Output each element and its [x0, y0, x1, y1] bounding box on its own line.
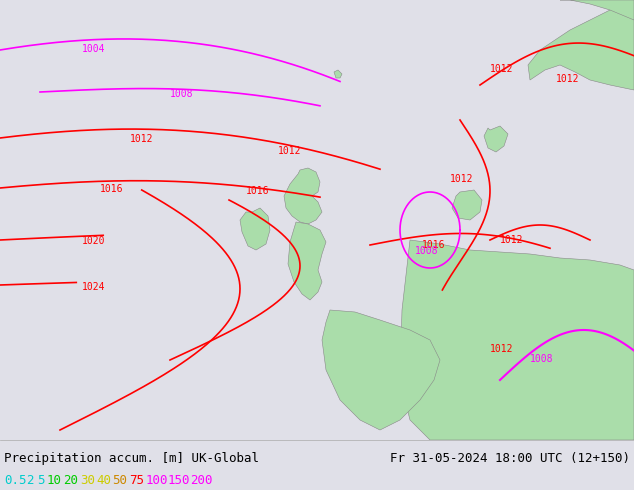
Text: 1008: 1008 [415, 246, 439, 256]
Text: 1012: 1012 [500, 235, 524, 245]
Text: 1012: 1012 [130, 134, 153, 144]
Text: 1012: 1012 [490, 64, 514, 74]
Text: 1012: 1012 [278, 146, 302, 156]
Text: 1024: 1024 [82, 282, 105, 292]
Text: 20: 20 [63, 474, 79, 487]
Text: 200: 200 [191, 474, 213, 487]
Text: 0.5: 0.5 [4, 474, 27, 487]
Text: 150: 150 [168, 474, 190, 487]
Text: 50: 50 [113, 474, 127, 487]
Polygon shape [334, 70, 342, 78]
Text: 1016: 1016 [246, 186, 269, 196]
Text: 1012: 1012 [450, 174, 474, 184]
Polygon shape [288, 222, 326, 300]
Text: 1008: 1008 [170, 89, 193, 99]
Text: 5: 5 [37, 474, 44, 487]
Polygon shape [452, 190, 482, 220]
Text: 1016: 1016 [422, 240, 446, 250]
Text: 1012: 1012 [490, 344, 514, 354]
Text: 1008: 1008 [530, 354, 553, 364]
Polygon shape [528, 0, 634, 90]
Text: 40: 40 [96, 474, 111, 487]
Text: 100: 100 [145, 474, 168, 487]
Text: 75: 75 [129, 474, 144, 487]
Text: 30: 30 [80, 474, 95, 487]
Polygon shape [560, 0, 634, 20]
Polygon shape [240, 208, 270, 250]
Text: 1020: 1020 [82, 236, 105, 246]
Text: 1012: 1012 [556, 74, 579, 84]
Text: Precipitation accum. [m] UK-Global: Precipitation accum. [m] UK-Global [4, 452, 259, 465]
Text: 1004: 1004 [82, 44, 105, 54]
Text: 2: 2 [27, 474, 34, 487]
Polygon shape [400, 240, 634, 440]
Text: 10: 10 [47, 474, 62, 487]
Text: Fr 31-05-2024 18:00 UTC (12+150): Fr 31-05-2024 18:00 UTC (12+150) [390, 452, 630, 465]
Polygon shape [322, 310, 440, 430]
Text: 1016: 1016 [100, 184, 124, 194]
Polygon shape [484, 126, 508, 152]
Polygon shape [284, 168, 322, 224]
